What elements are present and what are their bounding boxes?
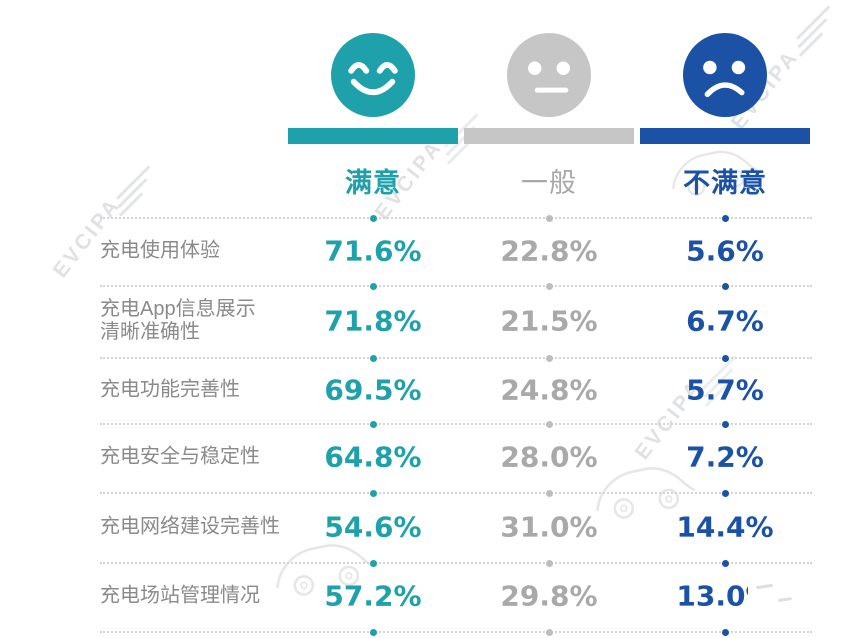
column-header-satisfied: 满意: [288, 0, 458, 210]
row-separator: [100, 628, 812, 636]
row-separator: [100, 489, 812, 497]
separator-dot-satisfied: [369, 559, 377, 567]
dissatisfied-value: 6.7%: [686, 304, 764, 338]
separator-dot-neutral: [545, 559, 553, 567]
separator-dot-neutral: [545, 420, 553, 428]
dissatisfied-value: 5.7%: [686, 373, 764, 407]
evcipa-watermark: EVCIPA: [48, 193, 126, 283]
separator-dot-satisfied: [369, 489, 377, 497]
watermark-patch: [748, 572, 848, 614]
column-label-neutral: 一般: [521, 168, 577, 198]
separator-dot-neutral: [545, 628, 553, 636]
legend-bar-satisfied: [288, 128, 458, 144]
satisfied-value: 71.6%: [324, 234, 422, 268]
row-separator: [100, 214, 812, 222]
separator-dot-dissatisfied: [721, 420, 729, 428]
row-label: 充电App信息展示 清晰准确性: [100, 298, 256, 343]
sad-face-icon: [683, 33, 767, 117]
legend-bar-dissatisfied: [640, 128, 810, 144]
column-label-dissatisfied: 不满意: [683, 168, 767, 198]
separator-dot-satisfied: [369, 214, 377, 222]
satisfied-value: 69.5%: [324, 373, 422, 407]
dissatisfied-value: 7.2%: [686, 440, 764, 474]
separator-dot-neutral: [545, 282, 553, 290]
neutral-value: 28.0%: [500, 440, 598, 474]
row-label: 充电网络建设完善性: [100, 515, 280, 538]
satisfied-value: 64.8%: [324, 440, 422, 474]
legend-bar-neutral: [464, 128, 634, 144]
neutral-value: 24.8%: [500, 373, 598, 407]
separator-dot-neutral: [545, 354, 553, 362]
separator-dot-dissatisfied: [721, 489, 729, 497]
column-label-satisfied: 满意: [345, 168, 401, 198]
separator-dot-dissatisfied: [721, 628, 729, 636]
row-separator: [100, 420, 812, 428]
neutral-value: 22.8%: [500, 234, 598, 268]
separator-dot-neutral: [545, 214, 553, 222]
satisfied-value: 54.6%: [324, 510, 422, 544]
separator-dot-dissatisfied: [721, 282, 729, 290]
neutral-value: 29.8%: [500, 579, 598, 613]
separator-dot-dissatisfied: [721, 559, 729, 567]
separator-dot-dissatisfied: [721, 214, 729, 222]
row-label: 充电安全与稳定性: [100, 445, 260, 468]
separator-dot-neutral: [545, 489, 553, 497]
dissatisfied-value: 5.6%: [686, 234, 764, 268]
watermark-lines-icon: [109, 165, 163, 219]
column-header-neutral: 一般: [464, 0, 634, 210]
separator-dot-satisfied: [369, 282, 377, 290]
row-separator: [100, 354, 812, 362]
separator-dot-dissatisfied: [721, 354, 729, 362]
neutral-face-icon: [507, 33, 591, 117]
separator-dot-satisfied: [369, 420, 377, 428]
row-label: 充电使用体验: [100, 239, 220, 262]
dissatisfied-value: 14.4%: [676, 510, 774, 544]
row-label: 充电功能完善性: [100, 378, 240, 401]
neutral-value: 31.0%: [500, 510, 598, 544]
satisfied-value: 71.8%: [324, 304, 422, 338]
row-label: 充电场站管理情况: [100, 584, 260, 607]
row-separator: [100, 282, 812, 290]
column-header-dissatisfied: 不满意: [640, 0, 810, 210]
separator-dot-satisfied: [369, 354, 377, 362]
row-separator: [100, 559, 812, 567]
neutral-value: 21.5%: [500, 304, 598, 338]
separator-dot-satisfied: [369, 628, 377, 636]
happy-face-icon: [331, 33, 415, 117]
satisfied-value: 57.2%: [324, 579, 422, 613]
